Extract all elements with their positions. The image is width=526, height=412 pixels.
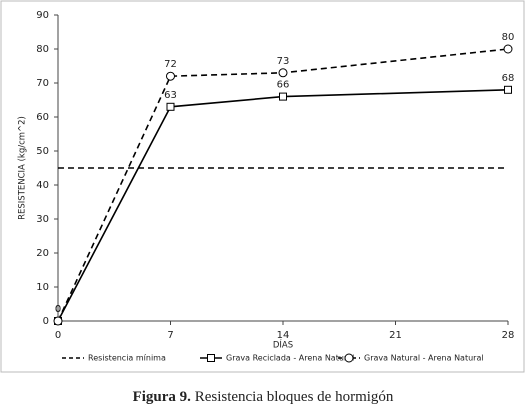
marker [503,44,513,54]
y-tick-label: 90 [36,10,49,21]
x-tick-label: 0 [55,330,61,341]
legend-marker [344,353,354,363]
data-label: 63 [164,90,177,101]
y-tick-label: 40 [36,180,49,191]
legend-label: Resistencia mínima [88,354,166,363]
y-axis-title: RESISTENCIA (kg/cm^2) [18,116,28,220]
series-line [57,89,509,322]
legend-marker [207,354,215,362]
marker [279,92,287,101]
data-label: 0 [55,304,61,315]
marker [278,68,288,78]
y-tick-label: 70 [36,78,49,89]
legend-label: Grava Reciclada - Arena Natural [226,354,354,363]
y-tick-label: 60 [36,112,49,123]
x-tick-label: 28 [502,330,515,341]
marker [53,316,63,326]
data-label: 66 [277,80,290,91]
x-tick-label: 7 [167,330,173,341]
data-label: 80 [502,32,515,43]
data-label: 68 [502,73,515,84]
data-label: 73 [277,56,290,67]
caption-label: Figura 9. [133,389,192,405]
frame [0,0,525,373]
x-axis-title: DÍAS [273,339,293,351]
marker [504,85,512,94]
y-tick-label: 30 [36,214,49,225]
data-label: 0 [55,304,61,315]
x-tick-label: 14 [277,330,290,341]
y-tick-label: 0 [43,316,49,327]
caption: Figura 9. Resistencia bloques de hormigó… [133,389,394,405]
x-tick-label: 21 [389,330,402,341]
caption-text: Resistencia bloques de hormigón [195,389,394,405]
legend-label: Grava Natural - Arena Natural [364,354,484,363]
data-label: 72 [164,59,177,70]
y-tick-label: 80 [36,44,49,55]
y-tick-label: 50 [36,146,49,157]
y-tick-label: 20 [36,248,49,259]
marker [166,102,175,111]
y-tick-label: 10 [36,282,49,293]
marker [166,71,175,81]
series-line [57,48,509,322]
